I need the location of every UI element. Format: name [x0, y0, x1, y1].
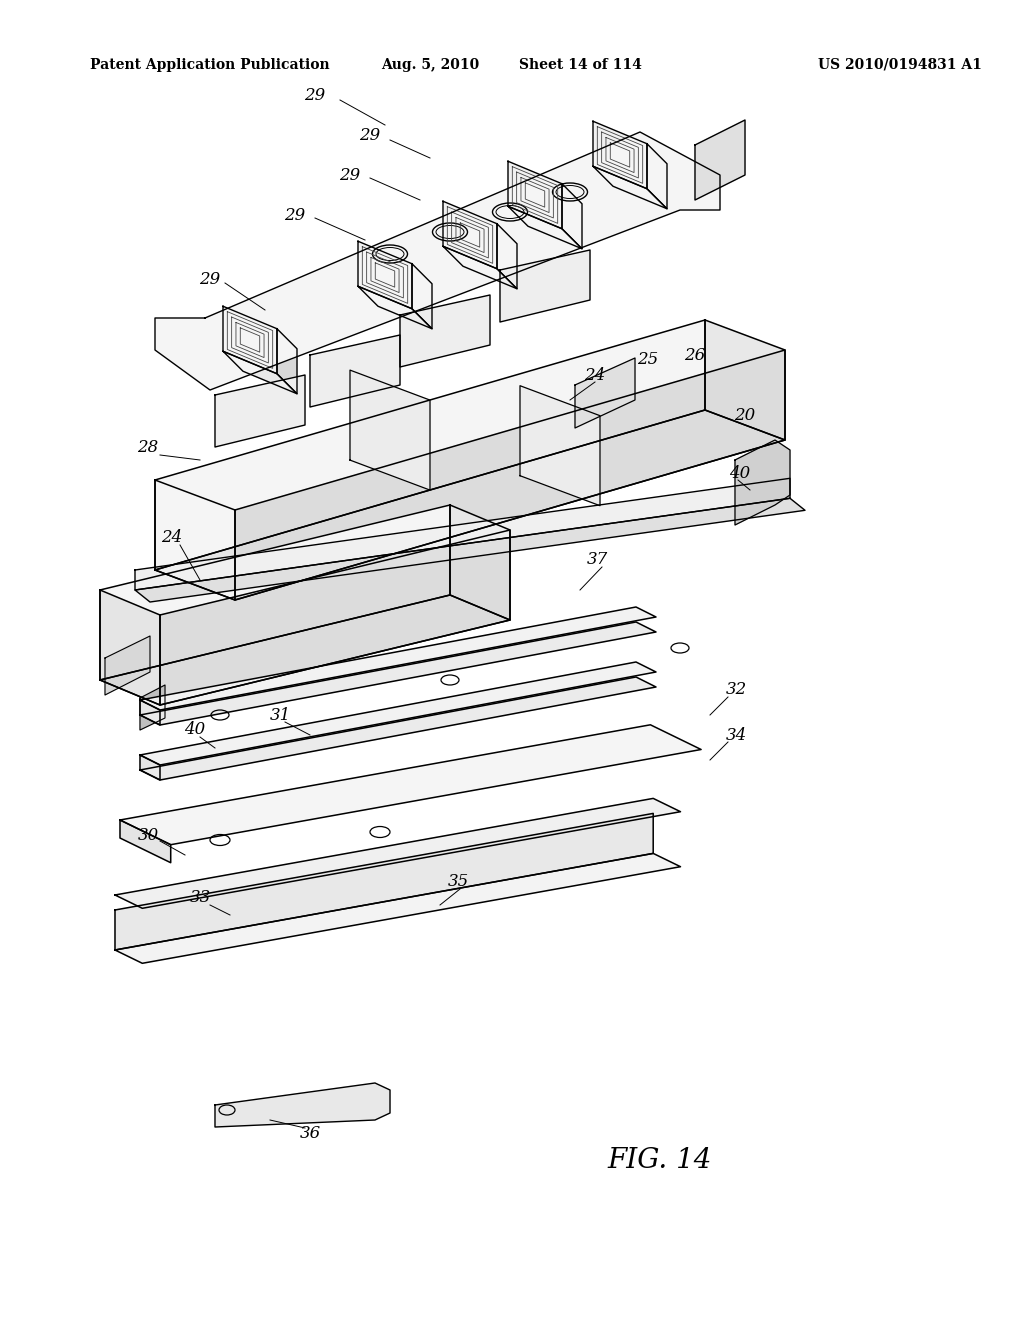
Polygon shape [105, 636, 150, 696]
Polygon shape [223, 306, 278, 374]
Text: FIG. 14: FIG. 14 [608, 1147, 712, 1173]
Text: 36: 36 [299, 1125, 321, 1142]
Polygon shape [500, 249, 590, 322]
Polygon shape [115, 799, 681, 908]
Text: 32: 32 [725, 681, 746, 698]
Text: 29: 29 [304, 87, 326, 104]
Text: 40: 40 [729, 465, 751, 482]
Polygon shape [100, 590, 160, 705]
Polygon shape [140, 607, 656, 710]
Polygon shape [135, 498, 805, 602]
Polygon shape [140, 685, 165, 730]
Text: 35: 35 [447, 874, 469, 891]
Polygon shape [100, 506, 450, 680]
Polygon shape [562, 183, 582, 248]
Polygon shape [508, 206, 582, 248]
Polygon shape [120, 820, 171, 863]
Polygon shape [155, 132, 720, 389]
Polygon shape [310, 335, 400, 407]
Polygon shape [215, 1082, 390, 1127]
Polygon shape [647, 144, 667, 209]
Polygon shape [508, 161, 562, 228]
Polygon shape [450, 506, 510, 620]
Polygon shape [140, 663, 656, 766]
Polygon shape [593, 166, 667, 209]
Text: 29: 29 [285, 206, 305, 223]
Text: 34: 34 [725, 726, 746, 743]
Polygon shape [155, 480, 234, 601]
Polygon shape [520, 385, 600, 506]
Polygon shape [115, 813, 653, 950]
Polygon shape [358, 286, 432, 329]
Text: 24: 24 [162, 529, 182, 546]
Polygon shape [234, 350, 785, 601]
Polygon shape [593, 121, 647, 189]
Text: 29: 29 [200, 272, 220, 289]
Polygon shape [115, 854, 681, 964]
Polygon shape [140, 622, 656, 725]
Polygon shape [100, 595, 510, 705]
Polygon shape [120, 725, 701, 845]
Text: US 2010/0194831 A1: US 2010/0194831 A1 [818, 58, 982, 73]
Polygon shape [412, 264, 432, 329]
Polygon shape [155, 411, 785, 601]
Polygon shape [278, 329, 297, 393]
Text: 33: 33 [189, 890, 211, 907]
Polygon shape [705, 319, 785, 440]
Polygon shape [575, 358, 635, 428]
Text: 29: 29 [339, 166, 360, 183]
Polygon shape [223, 351, 297, 393]
Text: 37: 37 [587, 552, 607, 569]
Polygon shape [695, 120, 745, 201]
Polygon shape [140, 755, 160, 780]
Polygon shape [350, 370, 430, 490]
Text: 31: 31 [269, 706, 291, 723]
Polygon shape [497, 224, 517, 289]
Text: 24: 24 [585, 367, 605, 384]
Polygon shape [160, 531, 510, 705]
Polygon shape [735, 440, 790, 525]
Polygon shape [135, 478, 790, 590]
Text: 25: 25 [637, 351, 658, 368]
Polygon shape [443, 201, 497, 269]
Polygon shape [155, 319, 705, 570]
Text: Patent Application Publication: Patent Application Publication [90, 58, 330, 73]
Text: Aug. 5, 2010: Aug. 5, 2010 [381, 58, 479, 73]
Text: 28: 28 [137, 440, 159, 457]
Text: 29: 29 [359, 127, 381, 144]
Polygon shape [400, 294, 490, 367]
Text: 40: 40 [184, 722, 206, 738]
Text: 26: 26 [684, 346, 706, 363]
Polygon shape [443, 247, 517, 289]
Polygon shape [140, 700, 160, 725]
Text: 30: 30 [137, 826, 159, 843]
Text: Sheet 14 of 114: Sheet 14 of 114 [518, 58, 641, 73]
Polygon shape [215, 375, 305, 447]
Polygon shape [140, 677, 656, 780]
Text: 20: 20 [734, 407, 756, 424]
Polygon shape [358, 242, 412, 309]
